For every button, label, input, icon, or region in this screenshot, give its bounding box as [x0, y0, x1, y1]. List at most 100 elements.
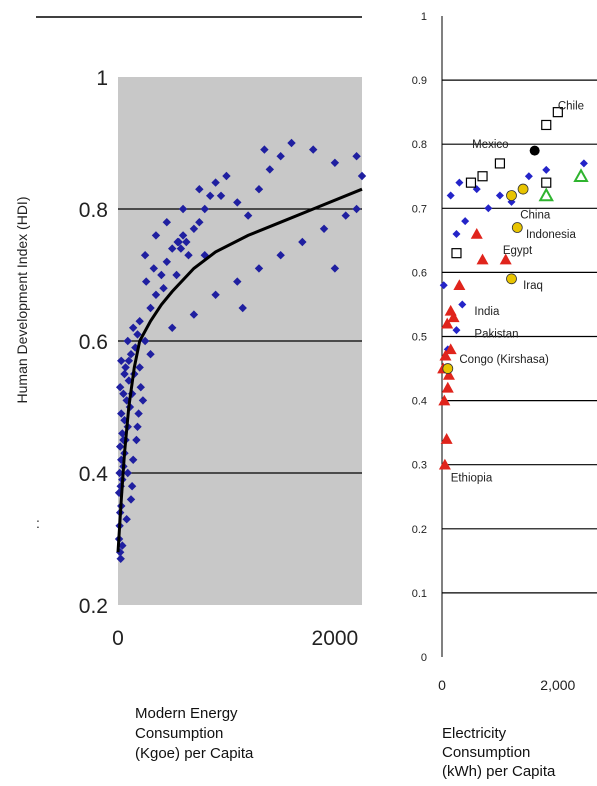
- electricity-y-tick-label: 0.2: [412, 524, 427, 536]
- energy-data-point: [178, 204, 188, 214]
- electricity-data-point-triangle: [476, 253, 489, 265]
- energy-data-point: [127, 482, 137, 491]
- energy-data-point: [157, 270, 166, 280]
- electricity-x-tick-label: 0: [438, 677, 446, 693]
- energy-y-tick-label: 0.4: [79, 463, 109, 486]
- country-annotation: China: [520, 210, 551, 222]
- electricity-data-point-circle: [506, 190, 517, 201]
- energy-data-point: [146, 350, 155, 359]
- electricity-data-point-diamond: [446, 191, 455, 200]
- energy-data-point: [195, 185, 204, 194]
- electricity-data-point-diamond: [452, 326, 461, 335]
- electricity-data-point-square: [451, 248, 462, 259]
- energy-data-point: [134, 409, 143, 418]
- energy-data-point: [135, 363, 144, 372]
- energy-data-point: [195, 218, 204, 227]
- energy-data-point: [136, 383, 145, 392]
- electricity-data-point-triangle: [470, 227, 483, 239]
- energy-data-point: [119, 389, 128, 398]
- energy-data-point: [222, 171, 231, 181]
- energy-data-point: [117, 356, 126, 365]
- country-annotation: Pakistan: [474, 328, 518, 340]
- energy-data-point: [140, 251, 150, 260]
- energy-data-point: [260, 145, 269, 154]
- electricity-x-axis-label-line: (kWh) per Capita: [442, 763, 556, 780]
- stray-mark: :: [36, 515, 40, 531]
- energy-data-point: [189, 224, 199, 233]
- energy-data-point: [287, 138, 296, 148]
- energy-data-point: [298, 237, 307, 247]
- country-annotation: Mexico: [472, 139, 508, 151]
- electricity-data-point-diamond: [495, 191, 504, 200]
- electricity-data-point-square: [552, 107, 563, 118]
- energy-y-axis-label: Human Development Index (HDI): [14, 197, 30, 404]
- energy-data-point: [132, 435, 141, 445]
- electricity-data-point-triangle: [444, 304, 457, 316]
- electricity-y-tick-labels: 0 0.1 0.2 0.3 0.4 0.5 0.6 0.7 0.8 0.9 1: [412, 11, 427, 664]
- electricity-data-point-triangle-open: [573, 168, 589, 183]
- electricity-data-point-diamond: [484, 204, 493, 213]
- energy-data-point: [254, 264, 264, 273]
- energy-data-point: [128, 455, 138, 464]
- electricity-data-point-square: [541, 177, 552, 188]
- electricity-x-axis-label-line: Consumption: [442, 744, 530, 761]
- electricity-y-tick-label: 0: [421, 652, 427, 664]
- electricity-data-points: [437, 107, 589, 470]
- energy-data-point: [118, 541, 127, 550]
- energy-data-point: [126, 350, 136, 359]
- country-annotation: Chile: [558, 101, 584, 113]
- energy-data-point: [176, 244, 186, 253]
- electricity-data-point-square: [494, 158, 506, 169]
- energy-data-point: [172, 270, 181, 280]
- energy-gridlines: [118, 208, 362, 474]
- electricity-x-axis-label-line: Electricity: [442, 725, 507, 742]
- energy-data-point: [276, 251, 285, 260]
- energy-x-axis-label-line: (Kgoe) per Capita: [135, 745, 254, 762]
- energy-data-point: [254, 185, 264, 194]
- energy-data-point: [123, 336, 132, 346]
- electricity-y-tick-label: 1: [421, 11, 427, 23]
- energy-data-point: [123, 468, 132, 478]
- energy-data-point: [341, 211, 350, 220]
- energy-data-point: [357, 171, 367, 181]
- electricity-data-point-circle: [506, 273, 517, 285]
- energy-data-point: [162, 218, 171, 227]
- energy-data-point: [168, 244, 177, 253]
- energy-data-point: [200, 204, 209, 214]
- electricity-y-tick-label: 0.3: [412, 460, 427, 472]
- energy-data-point: [159, 284, 168, 293]
- country-annotation: Ethiopia: [451, 473, 493, 485]
- energy-data-point: [168, 323, 177, 332]
- energy-data-point: [211, 290, 220, 299]
- energy-data-point: [120, 369, 129, 379]
- energy-data-point: [319, 224, 329, 233]
- electricity-y-tick-label: 0.1: [412, 588, 427, 600]
- electricity-data-point-triangle-open: [538, 187, 554, 202]
- energy-data-point: [178, 231, 188, 240]
- energy-data-point: [121, 363, 130, 372]
- electricity-y-tick-label: 0.5: [412, 332, 427, 344]
- electricity-y-tick-label: 0.6: [412, 267, 427, 279]
- energy-trend-line: [116, 187, 363, 553]
- country-annotation: Iraq: [523, 280, 543, 292]
- electricity-data-point-triangle: [499, 253, 512, 265]
- energy-data-point: [117, 409, 126, 418]
- electricity-data-point-square: [465, 177, 477, 188]
- energy-y-tick-label: 0.2: [79, 595, 108, 618]
- energy-data-point: [211, 178, 220, 187]
- energy-x-axis-label-line: Consumption: [135, 725, 223, 742]
- electricity-data-point-triangle: [442, 368, 455, 380]
- electricity-x-axis-label: Electricity Consumption (kWh) per Capita: [442, 725, 556, 780]
- electricity-hdi-chart: 0 0.1 0.2 0.3 0.4 0.5 0.6 0.7 0.8 0.9 1 0 2,000 Chi…: [412, 11, 597, 780]
- energy-data-point: [135, 317, 144, 326]
- electricity-data-point-diamond: [439, 281, 448, 290]
- energy-data-point: [115, 548, 125, 557]
- energy-data-point: [205, 191, 215, 200]
- electricity-data-point-circle: [442, 363, 454, 374]
- electricity-gridlines: [442, 79, 597, 594]
- electricity-y-tick-label: 0.9: [412, 75, 427, 87]
- energy-data-point: [330, 158, 340, 167]
- energy-data-point: [124, 356, 134, 365]
- energy-data-point: [140, 336, 150, 346]
- electricity-data-point-filled-circle: [529, 145, 540, 156]
